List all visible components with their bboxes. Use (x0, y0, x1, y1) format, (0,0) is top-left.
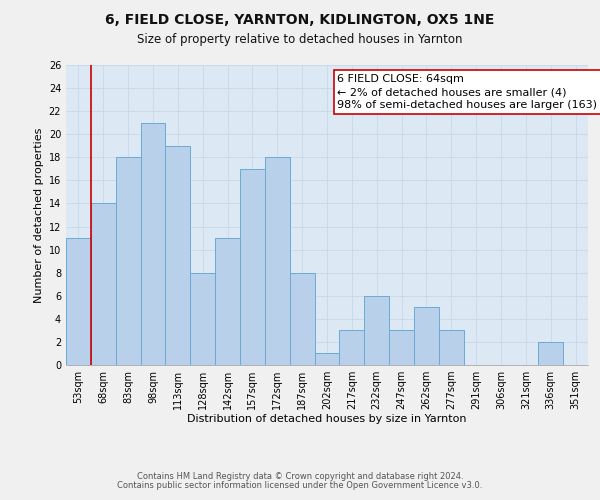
Bar (314, 354, 340, 365)
Text: 6 FIELD CLOSE: 64sqm
← 2% of detached houses are smaller (4)
98% of semi-detache: 6 FIELD CLOSE: 64sqm ← 2% of detached ho… (337, 74, 600, 110)
Bar (414, 308, 439, 365)
Bar (290, 272, 314, 365)
Y-axis label: Number of detached properties: Number of detached properties (34, 128, 44, 302)
Text: Contains HM Land Registry data © Crown copyright and database right 2024.: Contains HM Land Registry data © Crown c… (137, 472, 463, 481)
Bar (340, 330, 364, 365)
Bar (166, 146, 190, 365)
Bar (190, 272, 215, 365)
Bar (91, 204, 116, 365)
Bar (140, 122, 166, 365)
X-axis label: Distribution of detached houses by size in Yarnton: Distribution of detached houses by size … (187, 414, 467, 424)
Bar (116, 158, 140, 365)
Text: Size of property relative to detached houses in Yarnton: Size of property relative to detached ho… (137, 32, 463, 46)
Text: Contains public sector information licensed under the Open Government Licence v3: Contains public sector information licen… (118, 481, 482, 490)
Text: 6, FIELD CLOSE, YARNTON, KIDLINGTON, OX5 1NE: 6, FIELD CLOSE, YARNTON, KIDLINGTON, OX5… (106, 12, 494, 26)
Bar (265, 158, 290, 365)
Bar (66, 238, 91, 365)
Bar (538, 342, 563, 365)
Bar (240, 169, 265, 365)
Bar (364, 296, 389, 365)
Bar (215, 238, 240, 365)
Bar (439, 330, 464, 365)
Bar (389, 330, 414, 365)
